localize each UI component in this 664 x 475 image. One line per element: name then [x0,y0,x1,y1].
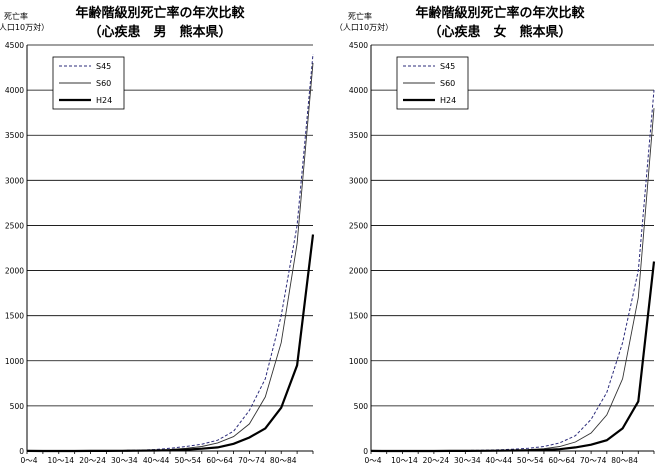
legend-label: S45 [96,62,111,71]
series-line-h24 [26,234,315,453]
x-tick-label: 30～34 [454,456,481,465]
y-tick-label: 0 [363,447,368,456]
x-tick-label: 30～34 [111,456,138,465]
x-tick-label: 60～64 [548,456,575,465]
x-tick-label: 80～84 [270,456,297,465]
x-tick-label: 50～54 [517,456,544,465]
legend-label: S60 [96,79,111,88]
y-tick-label: 500 [354,402,369,411]
x-tick-label: 60～64 [206,456,233,465]
series-line-s60 [370,108,655,452]
y-tick-label: 2000 [5,267,24,276]
x-tick-label: 10～14 [47,456,74,465]
x-tick-label: 20～24 [79,456,106,465]
chart-title: 年齢階級別死亡率の年次比較 [75,5,245,21]
y-axis-label: 死亡率 [348,11,372,21]
y-axis-label: 死亡率 [4,11,28,21]
legend-label: H24 [440,96,456,105]
chart-subtitle: （心疾患 男 熊本県） [88,24,231,40]
series-line-s45 [26,53,314,452]
legend-label: S45 [440,62,455,71]
y-tick-label: 3500 [349,131,368,140]
x-tick-label: 10～14 [391,456,418,465]
x-tick-label: 50～54 [175,456,202,465]
x-tick-label: 0～4 [364,456,381,465]
y-tick-label: 4500 [5,41,24,50]
y-tick-label: 2500 [5,221,24,230]
y-tick-label: 0 [19,447,24,456]
x-tick-label: 20～24 [423,456,450,465]
y-tick-label: 4000 [349,86,368,95]
y-tick-label: 3500 [5,131,24,140]
x-tick-label: 70～74 [580,456,607,465]
chart-title: 年齢階級別死亡率の年次比較 [415,5,585,21]
chart-2: 年齢階級別死亡率の年次比較 （心疾患 女 熊本県） 死亡率（人口10万対） 0 500 1… [335,5,656,465]
y-tick-label: 1500 [5,312,24,321]
y-tick-label: 3000 [349,176,368,185]
y-tick-label: 3000 [5,176,24,185]
y-tick-label: 2500 [349,221,368,230]
chart-1: 年齢階級別死亡率の年次比較 （心疾患 男 熊本県） 死亡率（人口10万対） 0 500 1… [0,5,315,465]
legend-label: S60 [440,79,455,88]
x-tick-label: 40～44 [143,456,170,465]
y-tick-label: 1000 [349,357,368,366]
chart-subtitle: （心疾患 女 熊本県） [428,24,571,40]
y-tick-label: 4000 [5,86,24,95]
x-tick-label: 0～4 [20,456,37,465]
y-tick-label: 4500 [349,41,368,50]
x-tick-label: 40～44 [485,456,512,465]
legend-label: H24 [96,96,112,105]
series-line-h24 [370,261,656,453]
y-tick-label: 500 [10,402,25,411]
y-tick-label: 1500 [349,312,368,321]
y-axis-unit: （人口10万対） [0,22,49,32]
y-axis-unit: （人口10万対） [335,22,393,32]
series-line-s60 [26,62,314,452]
x-tick-label: 70～74 [238,456,265,465]
y-tick-label: 2000 [349,267,368,276]
y-tick-label: 1000 [5,357,24,366]
x-tick-label: 80～84 [611,456,638,465]
